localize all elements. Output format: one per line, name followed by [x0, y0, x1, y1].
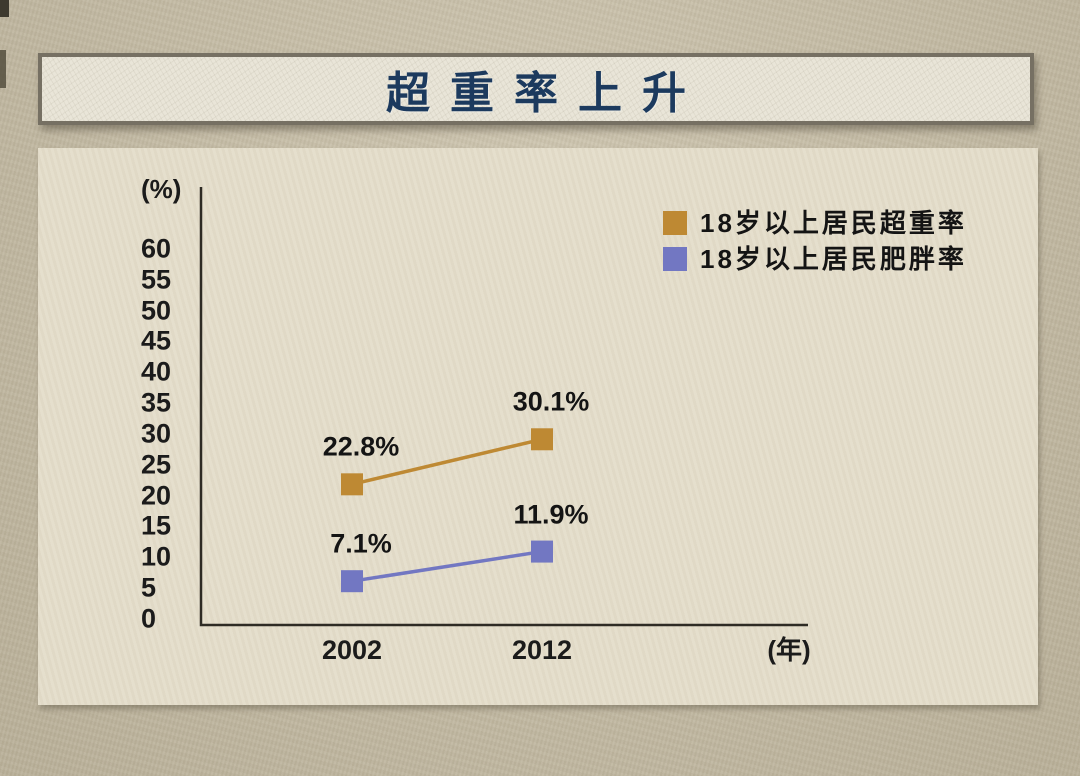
- y-axis-unit-label: (%): [141, 174, 182, 204]
- x-axis-unit-label: (年): [767, 635, 811, 665]
- chart-legend: 18岁以上居民超重率 18岁以上居民肥胖率: [663, 208, 967, 283]
- chart-panel: (%) (年) 60 55 50 45 40 35 30 25 20 15 10 5 0 2002 201…: [38, 148, 1038, 705]
- legend-swatch: [663, 211, 687, 235]
- series-line-0: [351, 437, 543, 487]
- data-point-marker: [531, 428, 553, 451]
- y-tick-label: 25: [141, 449, 172, 480]
- scan-artifact: [0, 0, 9, 17]
- y-tick-label: 0: [141, 603, 157, 634]
- series-line-1: [351, 549, 543, 583]
- y-tick-label: 5: [141, 572, 157, 603]
- y-tick-label: 30: [141, 418, 172, 449]
- data-point-label: 11.9%: [513, 499, 589, 530]
- y-tick-label: 10: [141, 541, 172, 572]
- y-tick-label: 60: [141, 233, 172, 264]
- legend-label: 18岁以上居民超重率: [700, 208, 967, 238]
- line-chart: [199, 187, 808, 627]
- x-category-label: 2012: [511, 635, 573, 665]
- y-tick-label: 20: [141, 480, 172, 511]
- legend-item-1: 18岁以上居民肥胖率: [663, 244, 967, 274]
- y-tick-label: 50: [141, 295, 172, 325]
- scan-artifact: [0, 50, 6, 88]
- legend-item-0: 18岁以上居民超重率: [663, 208, 967, 238]
- legend-label: 18岁以上居民肥胖率: [700, 244, 967, 274]
- y-tick-label: 55: [141, 264, 172, 295]
- data-point-marker: [341, 570, 363, 593]
- axis-lines: [199, 187, 808, 627]
- data-point-label: 22.8%: [322, 431, 400, 462]
- y-tick-label: 40: [141, 356, 172, 387]
- data-point-label: 30.1%: [512, 386, 590, 417]
- slide-title: 超重率上升: [386, 68, 706, 119]
- title-banner: 超重率上升: [38, 53, 1034, 125]
- legend-swatch: [663, 247, 687, 271]
- x-category-label: 2002: [321, 635, 383, 665]
- y-tick-label: 35: [141, 387, 172, 418]
- data-point-marker: [531, 540, 553, 563]
- y-tick-label: 15: [141, 510, 172, 541]
- y-tick-label: 45: [141, 325, 172, 356]
- data-point-marker: [341, 473, 363, 496]
- data-point-label: 7.1%: [330, 528, 392, 559]
